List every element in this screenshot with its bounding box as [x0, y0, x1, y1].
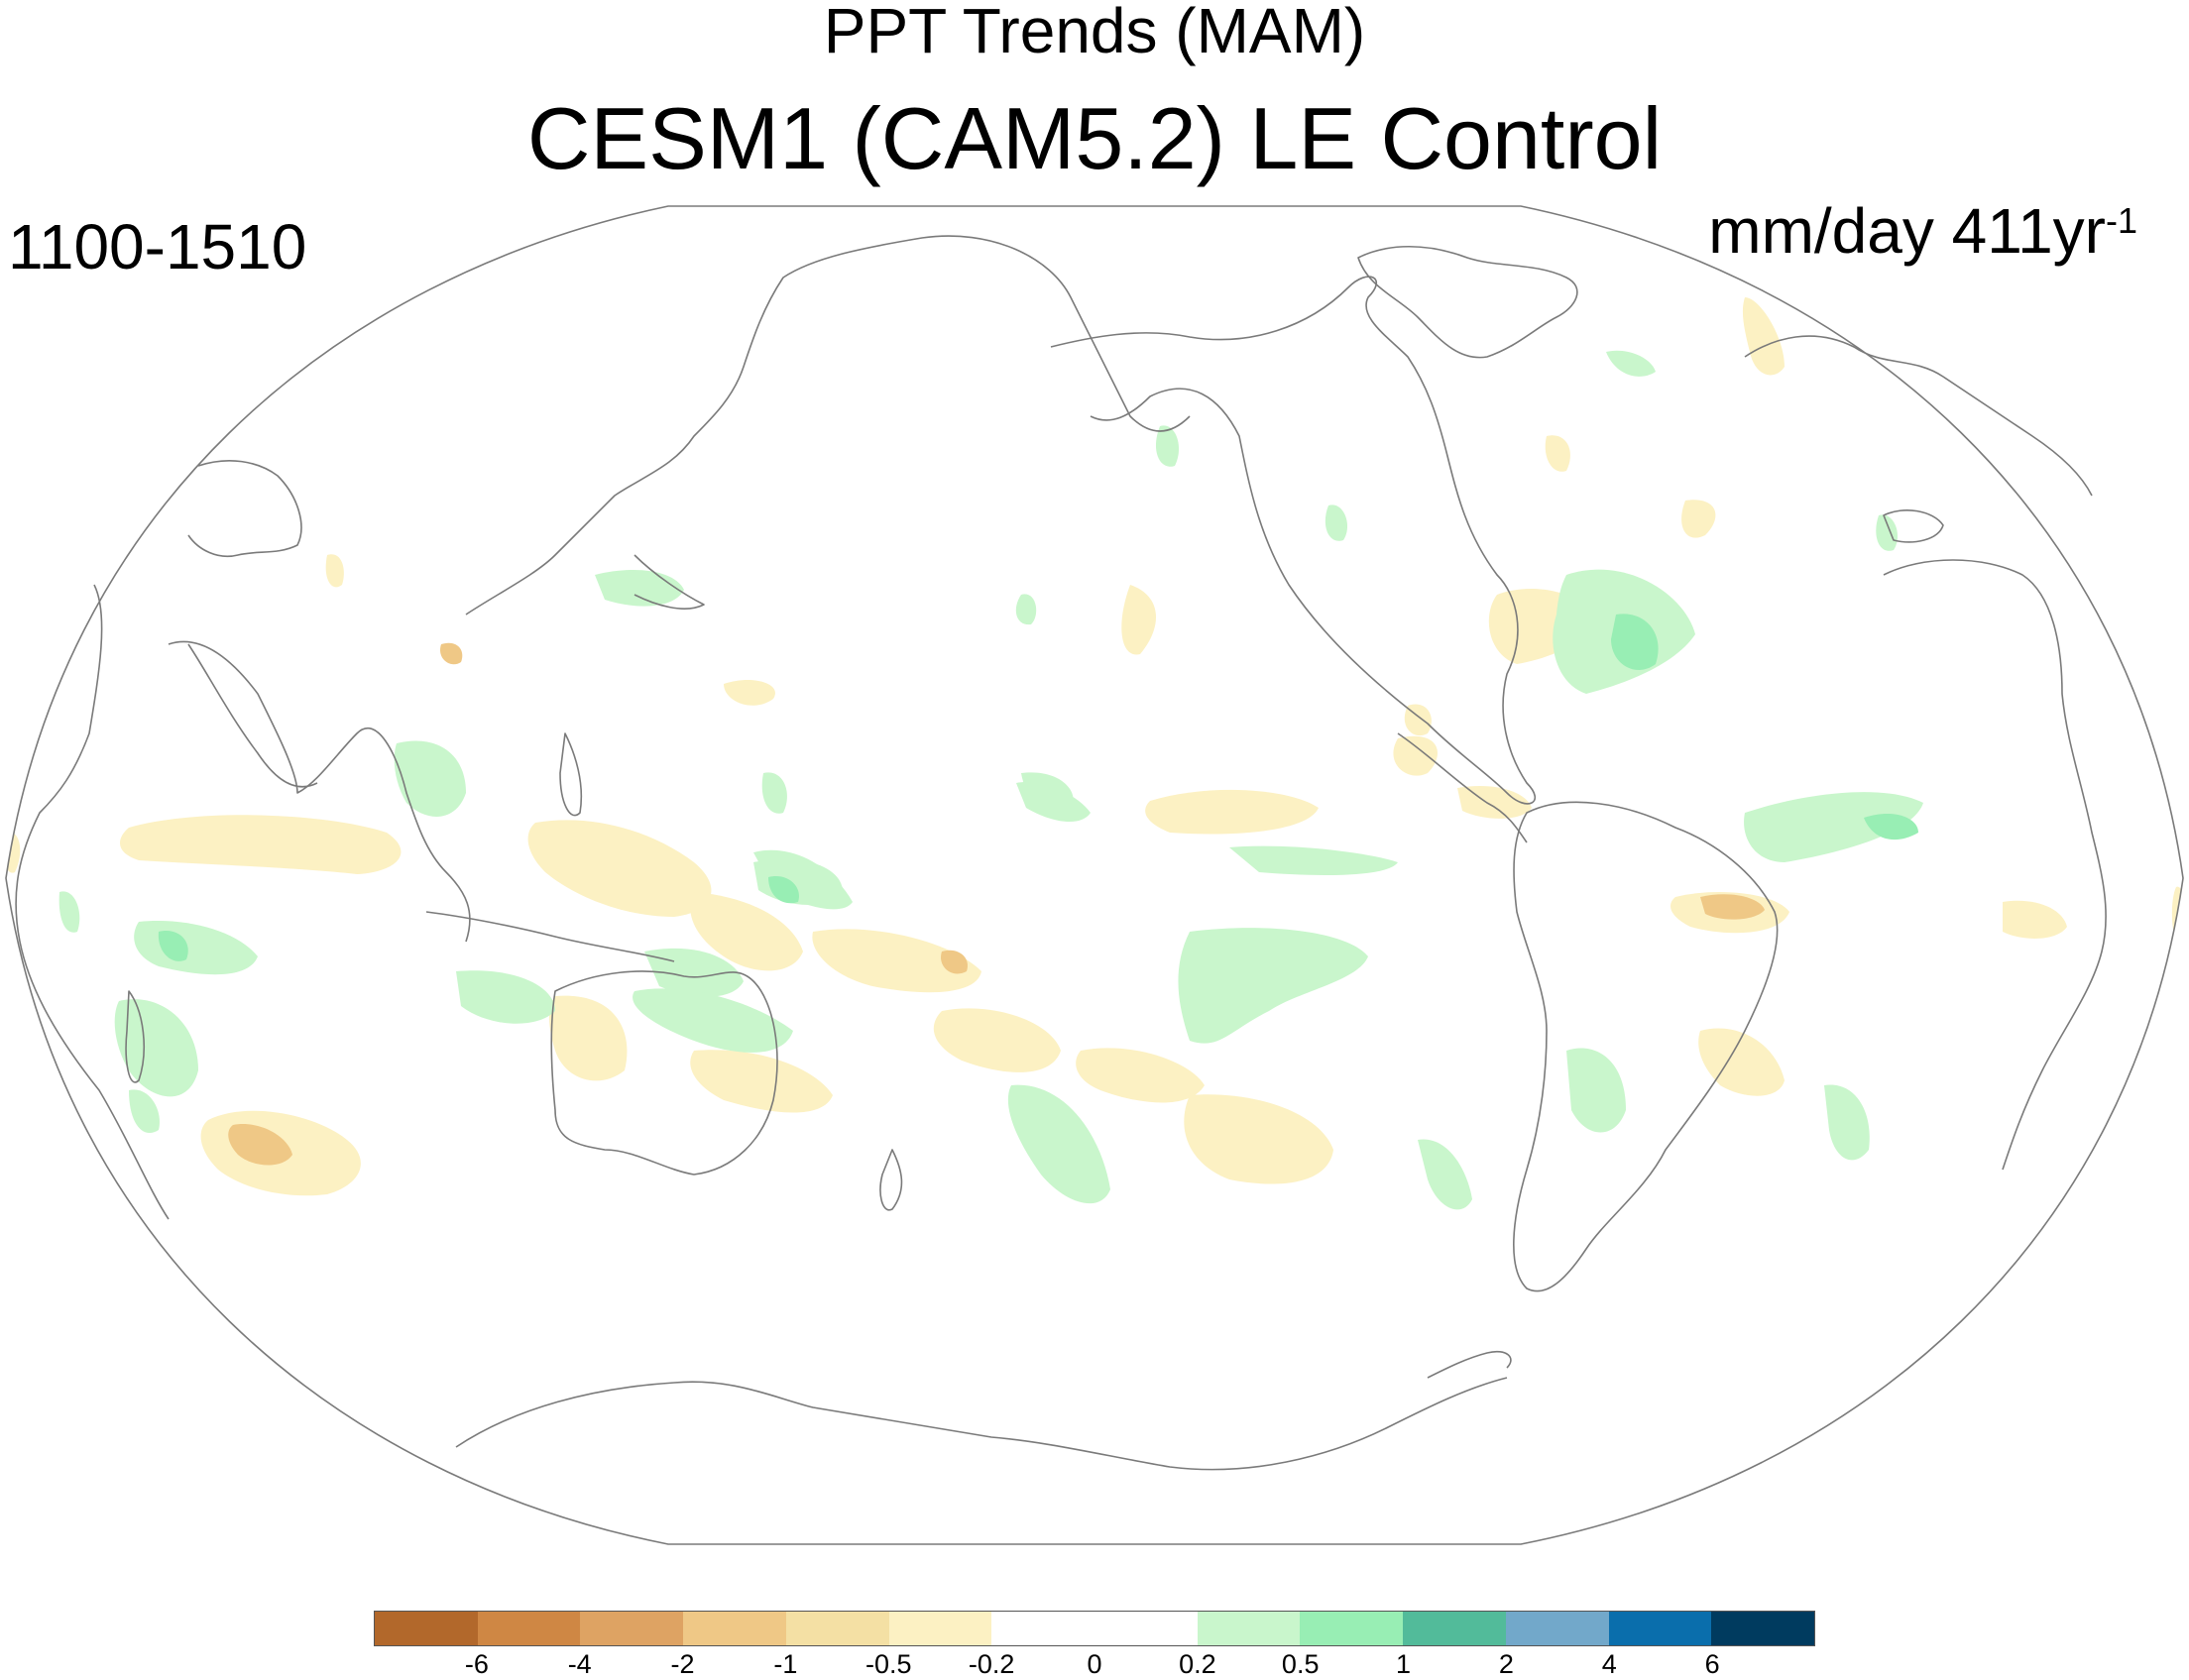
colorbar-swatch [1094, 1612, 1198, 1645]
antarctic-peninsula [1427, 1350, 1512, 1379]
trend-field [6, 297, 2183, 1210]
colorbar-tick-label: -6 [464, 1649, 489, 1679]
map-title: PPT Trends (MAM) [823, 0, 1366, 66]
europe-coast [187, 460, 302, 557]
japan-islands [634, 554, 705, 610]
greenland [1357, 246, 1578, 359]
colorbar-tick-label: 4 [1601, 1649, 1617, 1679]
colorbar-swatch [683, 1612, 786, 1645]
positive-trend-cores [158, 614, 1918, 961]
north-america-coast [1050, 276, 1536, 805]
colorbar-swatch [580, 1612, 684, 1645]
asia-south-coast [168, 640, 471, 943]
positive-trend-patches [58, 350, 1923, 1210]
colorbar-swatch [1608, 1612, 1712, 1645]
colorbar-tick-label: 2 [1498, 1649, 1514, 1679]
colorbar-tick-label: 6 [1704, 1649, 1720, 1679]
colorbar-swatch [785, 1612, 889, 1645]
colorbar-swatch [1711, 1612, 1815, 1645]
colorbar-swatch [991, 1612, 1095, 1645]
globe-border [5, 205, 2184, 1545]
australia [550, 970, 778, 1176]
antarctica-coast [455, 1377, 1508, 1471]
colorbar-swatch [1300, 1612, 1404, 1645]
africa-coast-left [15, 584, 170, 1220]
colorbar-tick-label: 0.5 [1281, 1649, 1320, 1679]
new-zealand [879, 1149, 903, 1211]
colorbar-tick-label: 1 [1396, 1649, 1412, 1679]
colorbar-swatch [1505, 1612, 1609, 1645]
colorbar-tick-label: -4 [567, 1649, 592, 1679]
colorbar-tick-label: -1 [773, 1649, 798, 1679]
india-coast [187, 643, 318, 788]
europe-coast-right [1744, 335, 2093, 497]
colorbar-tick-label: -0.5 [865, 1649, 912, 1679]
africa-coast-right [1883, 559, 2107, 1171]
iberia [1883, 509, 1944, 543]
east-asia-coast [465, 235, 1191, 616]
colorbar-swatch [1197, 1612, 1301, 1645]
colorbar-swatch [888, 1612, 992, 1645]
units-label: mm/day 411yr-1 [1708, 196, 2137, 266]
units-base: mm/day 411yr [1708, 195, 2106, 267]
colorbar-tick-label: 0.2 [1179, 1649, 1216, 1679]
colorbar-tick-label: -0.2 [968, 1649, 1015, 1679]
central-america [1397, 732, 1528, 843]
colorbar-swatch [375, 1612, 478, 1645]
negative-trend-cores [228, 642, 1765, 1166]
colorbar-tick-label: -2 [670, 1649, 695, 1679]
madagascar [125, 990, 145, 1083]
map-subtitle: CESM1 (CAM5.2) LE Control [526, 89, 1663, 187]
colorbar-tick-label: 0 [1087, 1649, 1102, 1679]
colorbar [374, 1611, 1815, 1646]
period-label: 1100-1510 [8, 211, 307, 282]
colorbar-swatch [477, 1612, 581, 1645]
indonesia-islands [425, 911, 675, 962]
units-exponent: -1 [2105, 200, 2137, 241]
south-america-coast [1513, 801, 1779, 1292]
negative-trend-patches [6, 297, 2183, 1196]
coastlines [15, 235, 2107, 1471]
colorbar-swatch [1403, 1612, 1506, 1645]
philippines [559, 732, 583, 817]
